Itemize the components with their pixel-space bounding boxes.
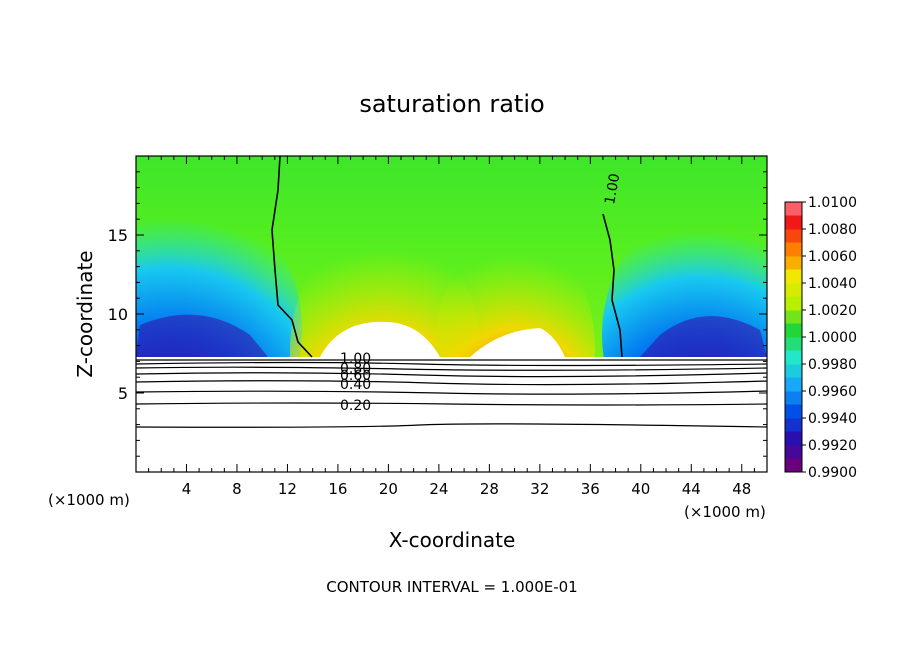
plot-field xyxy=(136,156,767,357)
y-tick-label: 15 xyxy=(108,226,128,245)
contour-label: 1.00 xyxy=(340,351,371,367)
x-unit-label-left: (×1000 m) xyxy=(48,491,130,509)
contour-label: 0.40 xyxy=(340,377,371,393)
colorbar-subsegment xyxy=(785,337,802,351)
lower-contours xyxy=(135,359,768,428)
y-tick-label: 10 xyxy=(108,305,128,324)
colorbar-label: 0.9960 xyxy=(808,384,857,400)
x-tick-label: 48 xyxy=(732,480,751,498)
contour-label: 0.20 xyxy=(340,398,371,414)
colorbar-subsegment xyxy=(785,256,802,270)
colorbar-label: 0.9900 xyxy=(808,465,857,481)
colorbar-label: 1.0000 xyxy=(808,330,857,346)
y-axis-label: Z-coordinate xyxy=(73,250,97,377)
x-axis-label: X-coordinate xyxy=(389,528,516,552)
y-axis-ticks: 5 10 15 xyxy=(108,171,767,457)
colorbar-subsegment xyxy=(785,445,802,459)
contour-interval-text: CONTOUR INTERVAL = 1.000E-01 xyxy=(326,578,577,596)
colorbar-label: 1.0040 xyxy=(808,276,857,292)
colorbar-subsegment xyxy=(785,364,802,378)
x-tick-label: 16 xyxy=(328,480,347,498)
x-tick-label: 4 xyxy=(182,480,192,498)
y-tick-label: 5 xyxy=(118,384,128,403)
contour-label: 0.60 xyxy=(340,368,371,384)
colorbar-subsegment xyxy=(785,310,802,324)
x-tick-label: 12 xyxy=(278,480,297,498)
x-tick-label: 32 xyxy=(530,480,549,498)
colorbar-label: 1.0080 xyxy=(808,222,857,238)
colorbar: 0.9900 0.9920 0.9940 0.9960 0.9980 1.0000 1.00… xyxy=(784,195,857,481)
colorbar-subsegment xyxy=(785,418,802,432)
colorbar-label: 0.9940 xyxy=(808,411,857,427)
x-tick-label: 20 xyxy=(379,480,398,498)
x-tick-label: 40 xyxy=(631,480,650,498)
colorbar-label: 0.9920 xyxy=(808,438,857,454)
contour-labels-lower: 1.00 0.80 0.60 0.40 0.20 xyxy=(340,351,371,414)
colorbar-label: 1.0060 xyxy=(808,249,857,265)
x-tick-label: 8 xyxy=(232,480,242,498)
contour-label-upper: 1.00 xyxy=(602,172,623,205)
contour-label: 0.80 xyxy=(340,361,371,377)
x-axis-ticks: 4 8 12 16 20 24 28 32 36 40 44 48 xyxy=(148,156,755,498)
colorbar-subsegment xyxy=(785,202,802,216)
x-tick-label: 36 xyxy=(581,480,600,498)
x-unit-label-right: (×1000 m) xyxy=(684,503,766,521)
contour-line-1-right xyxy=(602,213,623,358)
chart-title: saturation ratio xyxy=(359,90,544,118)
x-tick-label: 44 xyxy=(682,480,701,498)
colorbar-subsegment xyxy=(785,283,802,297)
colorbar-label: 0.9980 xyxy=(808,357,857,373)
x-tick-label: 24 xyxy=(429,480,448,498)
colorbar-subsegment xyxy=(785,391,802,405)
x-tick-label: 28 xyxy=(480,480,499,498)
contour-line-1-left xyxy=(271,155,313,358)
colorbar-subsegment xyxy=(785,229,802,243)
colorbar-label: 1.0020 xyxy=(808,303,857,319)
colorbar-label: 1.0100 xyxy=(808,195,857,211)
